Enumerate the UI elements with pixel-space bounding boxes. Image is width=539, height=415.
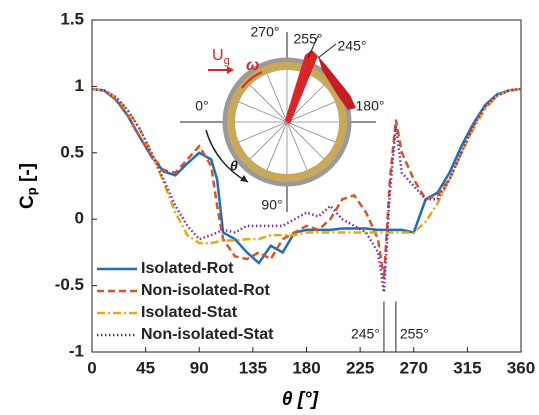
inset-label: 245° [338, 38, 367, 54]
y-axis-label: Cp [-] [17, 163, 39, 209]
inset-label: 180° [356, 98, 385, 114]
x-tick-label: 45 [136, 358, 155, 377]
x-tick-label: 315 [453, 358, 481, 377]
y-tick-label: -1 [69, 341, 84, 360]
y-tick-label: 0 [75, 209, 84, 228]
data-line [91, 87, 522, 293]
omega-arrow [241, 71, 263, 89]
y-tick-label: -0.5 [55, 275, 84, 294]
inset-label: 90° [261, 197, 282, 213]
x-tick-label: 270 [400, 358, 428, 377]
x-tick-label: 225 [346, 358, 374, 377]
data-line [91, 87, 522, 265]
wheel-inset: 270° 255° 245° 0° 180° 90° Ug ω θ [180, 24, 384, 213]
spokes [235, 70, 339, 174]
theta-label: θ [230, 158, 238, 174]
y-tick-label: 1.5 [60, 9, 84, 28]
rim [227, 62, 347, 182]
data-line [91, 87, 522, 245]
x-axis-label: θ [°] [282, 389, 319, 410]
y-tick-label: 1 [75, 76, 84, 95]
legend-label: Non-isolated-Stat [141, 326, 274, 343]
legend-label: Isolated-Rot [141, 260, 234, 277]
inset-pointer [317, 43, 337, 59]
legend-label: Isolated-Stat [141, 304, 238, 321]
x-tick-label: 360 [507, 358, 535, 377]
legend-label: Non-isolated-Rot [141, 282, 271, 299]
flow-label: Ug [212, 47, 230, 67]
inset-label: 270° [251, 24, 280, 40]
inset-label: 0° [195, 98, 208, 114]
fork-arm [318, 56, 356, 110]
fork [285, 50, 318, 124]
annotation-label: 245° [351, 325, 380, 341]
tyre [222, 57, 352, 187]
arrow-head [227, 66, 234, 74]
inset-pointer [307, 35, 319, 59]
arrow-head [240, 175, 248, 182]
flow-main: U [212, 47, 224, 64]
inset-label: 255° [294, 31, 323, 47]
x-tick-label: 0 [87, 358, 96, 377]
x-tick-label: 90 [190, 358, 209, 377]
y-tick-label: 0.5 [60, 142, 84, 161]
flow-sub: g [224, 55, 230, 67]
x-tick-label: 135 [239, 358, 267, 377]
y-label-main: C [17, 195, 38, 209]
data-line [91, 87, 522, 280]
y-label-unit: [-] [17, 163, 38, 187]
x-tick-label: 180 [292, 358, 320, 377]
y-label-sub: p [24, 187, 39, 195]
omega-label: ω [246, 57, 259, 74]
annotation-label: 255° [400, 325, 429, 341]
